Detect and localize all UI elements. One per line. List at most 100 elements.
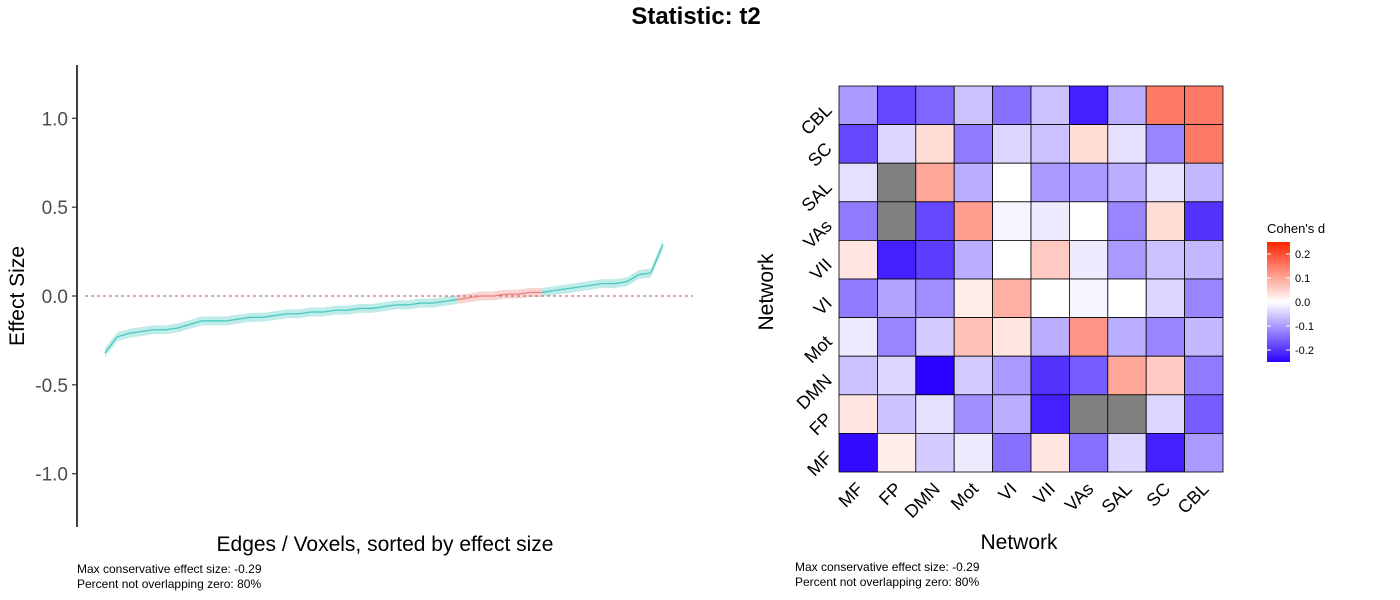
heatmap-cells — [838, 85, 1224, 473]
effect-line-segment — [650, 244, 664, 274]
heatmap-cell — [1145, 239, 1185, 280]
heatmap-cell — [1107, 278, 1147, 318]
heatmap-cell — [1069, 394, 1109, 434]
heatmap-cell — [877, 278, 917, 318]
heatmap-cell — [1184, 432, 1224, 473]
effect-size-panel: 1.0 0.5 0.0 -0.5 -1.0 Effect Size Edges / Vo… — [6, 65, 693, 591]
heatmap-cell — [992, 85, 1032, 125]
effect-line-segment — [468, 295, 482, 299]
heatmap-cell — [915, 124, 955, 164]
heatmap-cell — [877, 394, 917, 434]
heatmap-cell — [1069, 124, 1109, 164]
heatmap-cell — [992, 432, 1032, 473]
heatmap-cell — [1107, 162, 1147, 203]
y-tick-label: 1.0 — [42, 109, 68, 130]
heatmap-cell — [915, 355, 955, 396]
effect-line-segment — [577, 284, 591, 288]
heatmap-cell — [877, 162, 917, 203]
y-tick-label: -0.5 — [35, 376, 68, 397]
heatmap-x-tick-label: DMN — [901, 479, 944, 522]
heatmap-x-axis-title: Network — [980, 531, 1058, 554]
heatmap-cell — [877, 239, 917, 280]
legend-tick-label: 0.0 — [1295, 297, 1310, 309]
heatmap-cell — [838, 394, 878, 434]
heatmap-cell — [1069, 355, 1109, 396]
heatmap-x-tick-label: CBL — [1174, 479, 1213, 518]
heatmap-cell — [953, 317, 994, 357]
heatmap-x-tick-label: VI — [994, 479, 1020, 505]
heatmap-cell — [1107, 394, 1147, 434]
heatmap-y-tick-label: SC — [804, 139, 836, 171]
effect-line-segment — [177, 323, 191, 329]
heatmap-cell — [1030, 432, 1070, 473]
heatmap-cell — [838, 278, 878, 318]
heatmap-y-tick-label: CBL — [797, 100, 836, 139]
heatmap-cell — [1069, 162, 1109, 203]
heatmap-note-percent-nonzero: Percent not overlapping zero: 80% — [795, 575, 979, 589]
heatmap-cell — [838, 201, 878, 241]
heatmap-y-tick-label: DMN — [793, 370, 836, 413]
heatmap-cell — [838, 317, 878, 357]
effect-line-segment — [456, 297, 470, 301]
heatmap-cell — [1184, 355, 1224, 396]
legend-tick-label: -0.1 — [1295, 321, 1314, 333]
heatmap-cell — [1107, 124, 1147, 164]
heatmap-cell — [1184, 394, 1224, 434]
effect-line-segment — [347, 307, 360, 311]
effect-line-segment — [517, 291, 530, 295]
heatmap-cell — [992, 317, 1032, 357]
heatmap-note-max-effect: Max conservative effect size: -0.29 — [795, 560, 980, 574]
heatmap-cell — [1145, 278, 1185, 318]
heatmap-cell — [877, 124, 917, 164]
effect-line-segment — [553, 288, 567, 292]
heatmap-cell — [1184, 201, 1224, 241]
heatmap-y-tick-label: Mot — [800, 332, 835, 367]
heatmap-cell — [915, 432, 955, 473]
heatmap-cell — [838, 432, 878, 473]
heatmap-cell — [1107, 432, 1147, 473]
effect-line-segment — [238, 316, 251, 320]
heatmap-cell — [1145, 85, 1185, 125]
heatmap-cell — [1069, 85, 1109, 125]
heatmap-cell — [915, 162, 955, 203]
color-legend: Cohen's d 0.2 0.1 0.0 -0.1 -0.2 — [1267, 221, 1325, 362]
heatmap-cell — [915, 201, 955, 241]
heatmap-cell — [915, 394, 955, 434]
heatmap-cell — [992, 394, 1032, 434]
y-tick-label: -1.0 — [35, 465, 68, 486]
heatmap-x-tick-label: SAL — [1098, 479, 1136, 517]
heatmap-cell — [1145, 201, 1185, 241]
heatmap-cell — [953, 124, 994, 164]
heatmap-y-tick-label: VII — [806, 254, 836, 284]
effect-line-segment — [165, 327, 178, 331]
y-axis-title: Effect Size — [6, 246, 29, 346]
heatmap-cell — [877, 85, 917, 125]
heatmap-cell — [992, 162, 1032, 203]
heatmap-x-tick-label: VII — [1029, 479, 1059, 509]
heatmap-x-tick-label: SC — [1142, 479, 1174, 511]
heatmap-cell — [838, 85, 878, 125]
heatmap-cell — [1145, 394, 1185, 434]
heatmap-cell — [1069, 239, 1109, 280]
heatmap-cell — [953, 201, 994, 241]
heatmap-cell — [953, 432, 994, 473]
figure-title: Statistic: t2 — [631, 3, 760, 30]
heatmap-cell — [1069, 317, 1109, 357]
heatmap-y-tick-label: MF — [803, 447, 836, 480]
heatmap-cell — [1030, 162, 1070, 203]
heatmap-cell — [838, 162, 878, 203]
heatmap-cell — [1030, 85, 1070, 125]
note-max-effect: Max conservative effect size: -0.29 — [77, 562, 262, 576]
heatmap-cell — [1184, 317, 1224, 357]
effect-line-segment — [383, 304, 397, 308]
effect-line-segment — [432, 300, 445, 304]
heatmap-cell — [953, 239, 994, 280]
heatmap-cell — [1145, 124, 1185, 164]
heatmap-cell — [1145, 162, 1185, 203]
heatmap-cell — [877, 355, 917, 396]
heatmap-cell — [915, 317, 955, 357]
effect-line-segment — [141, 329, 154, 333]
effect-line-segment — [614, 281, 627, 285]
effect-line-segment — [116, 332, 130, 338]
